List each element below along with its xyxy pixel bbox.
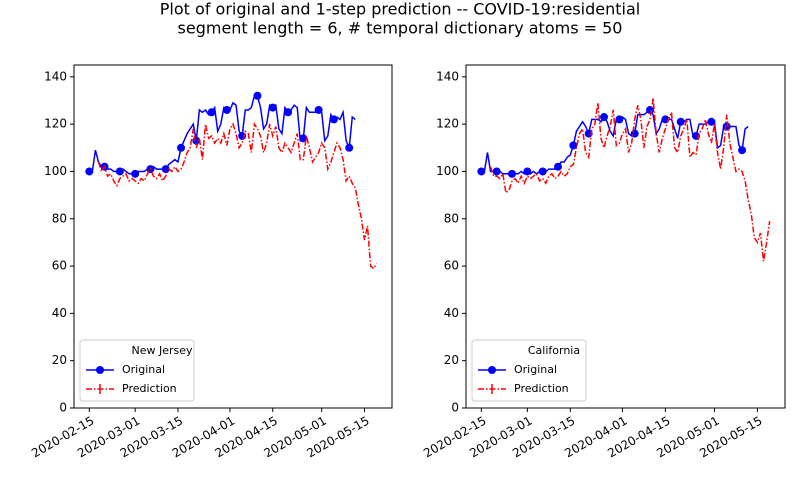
y-tick-label: 120: [44, 117, 67, 131]
y-tick-label: 40: [52, 306, 67, 320]
series-marker: [600, 113, 609, 122]
y-tick-label: 120: [436, 117, 459, 131]
series-marker: [314, 105, 323, 114]
legend-label: Prediction: [514, 382, 569, 395]
y-tick-label: 80: [444, 211, 459, 225]
series-line: [89, 95, 356, 175]
series-marker: [707, 117, 716, 126]
series-marker: [492, 167, 501, 176]
series-marker: [207, 108, 216, 117]
y-tick-label: 0: [59, 401, 67, 415]
y-tick-label: 40: [444, 306, 459, 320]
figure-title: Plot of original and 1-step prediction -…: [160, 0, 640, 19]
legend-label: Prediction: [122, 382, 177, 395]
series-marker: [722, 122, 731, 131]
series-marker: [738, 146, 747, 155]
legend-marker: [96, 366, 104, 374]
series-marker: [345, 143, 354, 152]
legend-title: California: [528, 344, 580, 357]
legend-marker: [488, 366, 496, 374]
y-tick-label: 140: [436, 69, 459, 83]
y-tick-label: 140: [44, 69, 67, 83]
y-tick-label: 60: [52, 259, 67, 273]
plot-frame: [465, 64, 786, 409]
series-marker: [115, 167, 124, 176]
y-tick-label: 20: [52, 353, 67, 367]
y-tick-label: 100: [436, 164, 459, 178]
series-marker: [284, 108, 293, 117]
series-marker: [131, 169, 140, 178]
series-line: [489, 98, 771, 262]
y-tick-label: 0: [451, 401, 459, 415]
series-marker: [477, 167, 486, 176]
series-marker: [161, 165, 170, 174]
y-tick-label: 100: [44, 164, 67, 178]
series-marker: [523, 167, 532, 176]
series-marker: [253, 91, 262, 100]
series-marker: [222, 105, 231, 114]
series-marker: [508, 169, 517, 178]
legend-box: [79, 339, 195, 402]
legend-label: Original: [514, 363, 557, 376]
series-marker: [676, 117, 685, 126]
series-marker: [569, 141, 578, 150]
series-marker: [177, 143, 186, 152]
series-marker: [538, 167, 547, 176]
series-marker: [630, 129, 639, 138]
series-marker: [85, 167, 94, 176]
legend-title: New Jersey: [131, 344, 193, 357]
y-tick-label: 80: [52, 211, 67, 225]
series-marker: [646, 105, 655, 114]
series-line: [97, 121, 378, 270]
y-tick-label: 20: [444, 353, 459, 367]
y-tick-label: 60: [444, 259, 459, 273]
series-marker: [238, 131, 247, 140]
series-marker: [554, 162, 563, 171]
plot-frame: [73, 64, 393, 409]
series-marker: [615, 115, 624, 124]
legend-label: Original: [122, 363, 165, 376]
figure-subtitle: segment length = 6, # temporal dictionar…: [178, 19, 623, 38]
series-marker: [268, 103, 277, 112]
series-marker: [329, 115, 338, 124]
legend-box: [471, 339, 587, 402]
